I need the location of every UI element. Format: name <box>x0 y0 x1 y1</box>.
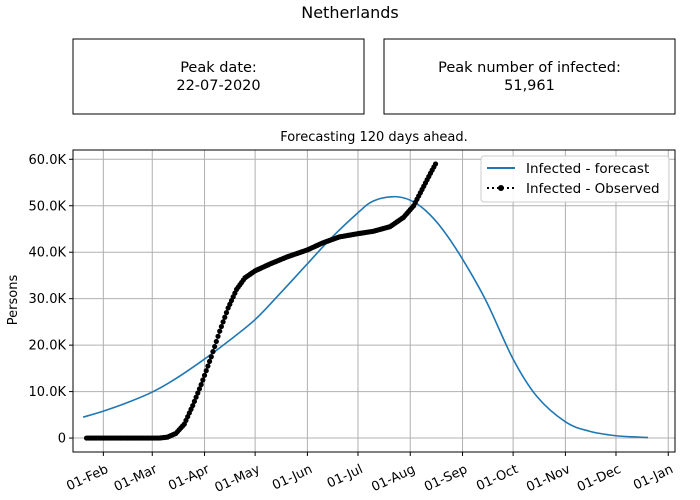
x-tick-label: 01-Aug <box>369 462 417 495</box>
x-tick-label: 01-May <box>213 462 263 496</box>
peak-date-box <box>72 38 365 115</box>
x-tick-label: 01-Jul <box>325 462 365 492</box>
observed-point <box>193 394 199 400</box>
peak-count-box <box>383 38 676 115</box>
observed-point <box>223 310 230 316</box>
y-tick-label: 40.0K <box>29 246 67 261</box>
observed-point <box>220 319 226 325</box>
legend-forecast-label: Infected - forecast <box>526 161 649 177</box>
legend-box <box>480 155 670 203</box>
chart-title: Forecasting 120 days ahead. <box>280 130 468 145</box>
observed-point <box>201 372 208 378</box>
series-layer <box>82 161 649 441</box>
peak-count-label: Peak number of infected: <box>438 60 621 76</box>
peak-count-value: 51,961 <box>504 78 555 94</box>
observed-point <box>218 323 224 330</box>
x-tick-label: 01-Oct <box>474 462 520 494</box>
observed-point <box>217 328 223 334</box>
observed-point <box>215 333 221 339</box>
y-tick-label: 0 <box>58 432 66 447</box>
observed-point <box>205 363 211 369</box>
x-tick-label: 01-Mar <box>112 462 160 495</box>
observed-point <box>222 314 228 320</box>
y-tick-label: 60.0K <box>29 153 67 168</box>
observed-point <box>213 338 219 345</box>
observed-point <box>191 398 198 404</box>
y-axis-label: Persons <box>6 275 21 326</box>
x-tick-label: 01-Nov <box>524 462 573 495</box>
forecast-line <box>82 195 649 439</box>
legend: Infected - forecast Infected - Observed <box>480 155 670 203</box>
peak-date-label: Peak date: <box>180 60 257 76</box>
y-tick-label: 50.0K <box>29 199 67 214</box>
observed-point <box>203 368 209 374</box>
observed-point <box>195 390 201 396</box>
y-tick-label: 30.0K <box>29 292 67 307</box>
observed-point <box>432 161 439 167</box>
y-tick-label: 20.0K <box>29 339 67 354</box>
observed-point <box>206 358 213 364</box>
tick-layer: 01-Feb 01-Mar 01-Apr 01-May 01-Jun 01-Jul 01-A… <box>29 153 676 496</box>
y-tick-label: 10.0K <box>29 385 67 400</box>
observed-point <box>212 343 218 350</box>
figure-title: Netherlands <box>301 3 399 22</box>
x-tick-label: 01-Sep <box>422 462 470 495</box>
legend-observed-marker <box>498 185 504 191</box>
legend-observed-label: Infected - Observed <box>526 181 660 197</box>
x-tick-label: 01-Dec <box>575 462 623 495</box>
plot-frame <box>72 149 676 453</box>
observed-point <box>208 354 214 360</box>
observed-point <box>200 377 206 383</box>
x-tick-label: 01-Jan <box>631 462 675 493</box>
x-tick-label: 01-Feb <box>64 462 110 494</box>
x-tick-label: 01-Apr <box>166 462 212 494</box>
peak-date-value: 22-07-2020 <box>176 78 260 94</box>
observed-point <box>198 382 204 388</box>
x-tick-label: 01-Jun <box>270 462 315 493</box>
observed-point <box>210 349 216 355</box>
observed-point <box>196 386 203 392</box>
observed-line <box>86 163 437 439</box>
observed-point <box>190 402 196 409</box>
